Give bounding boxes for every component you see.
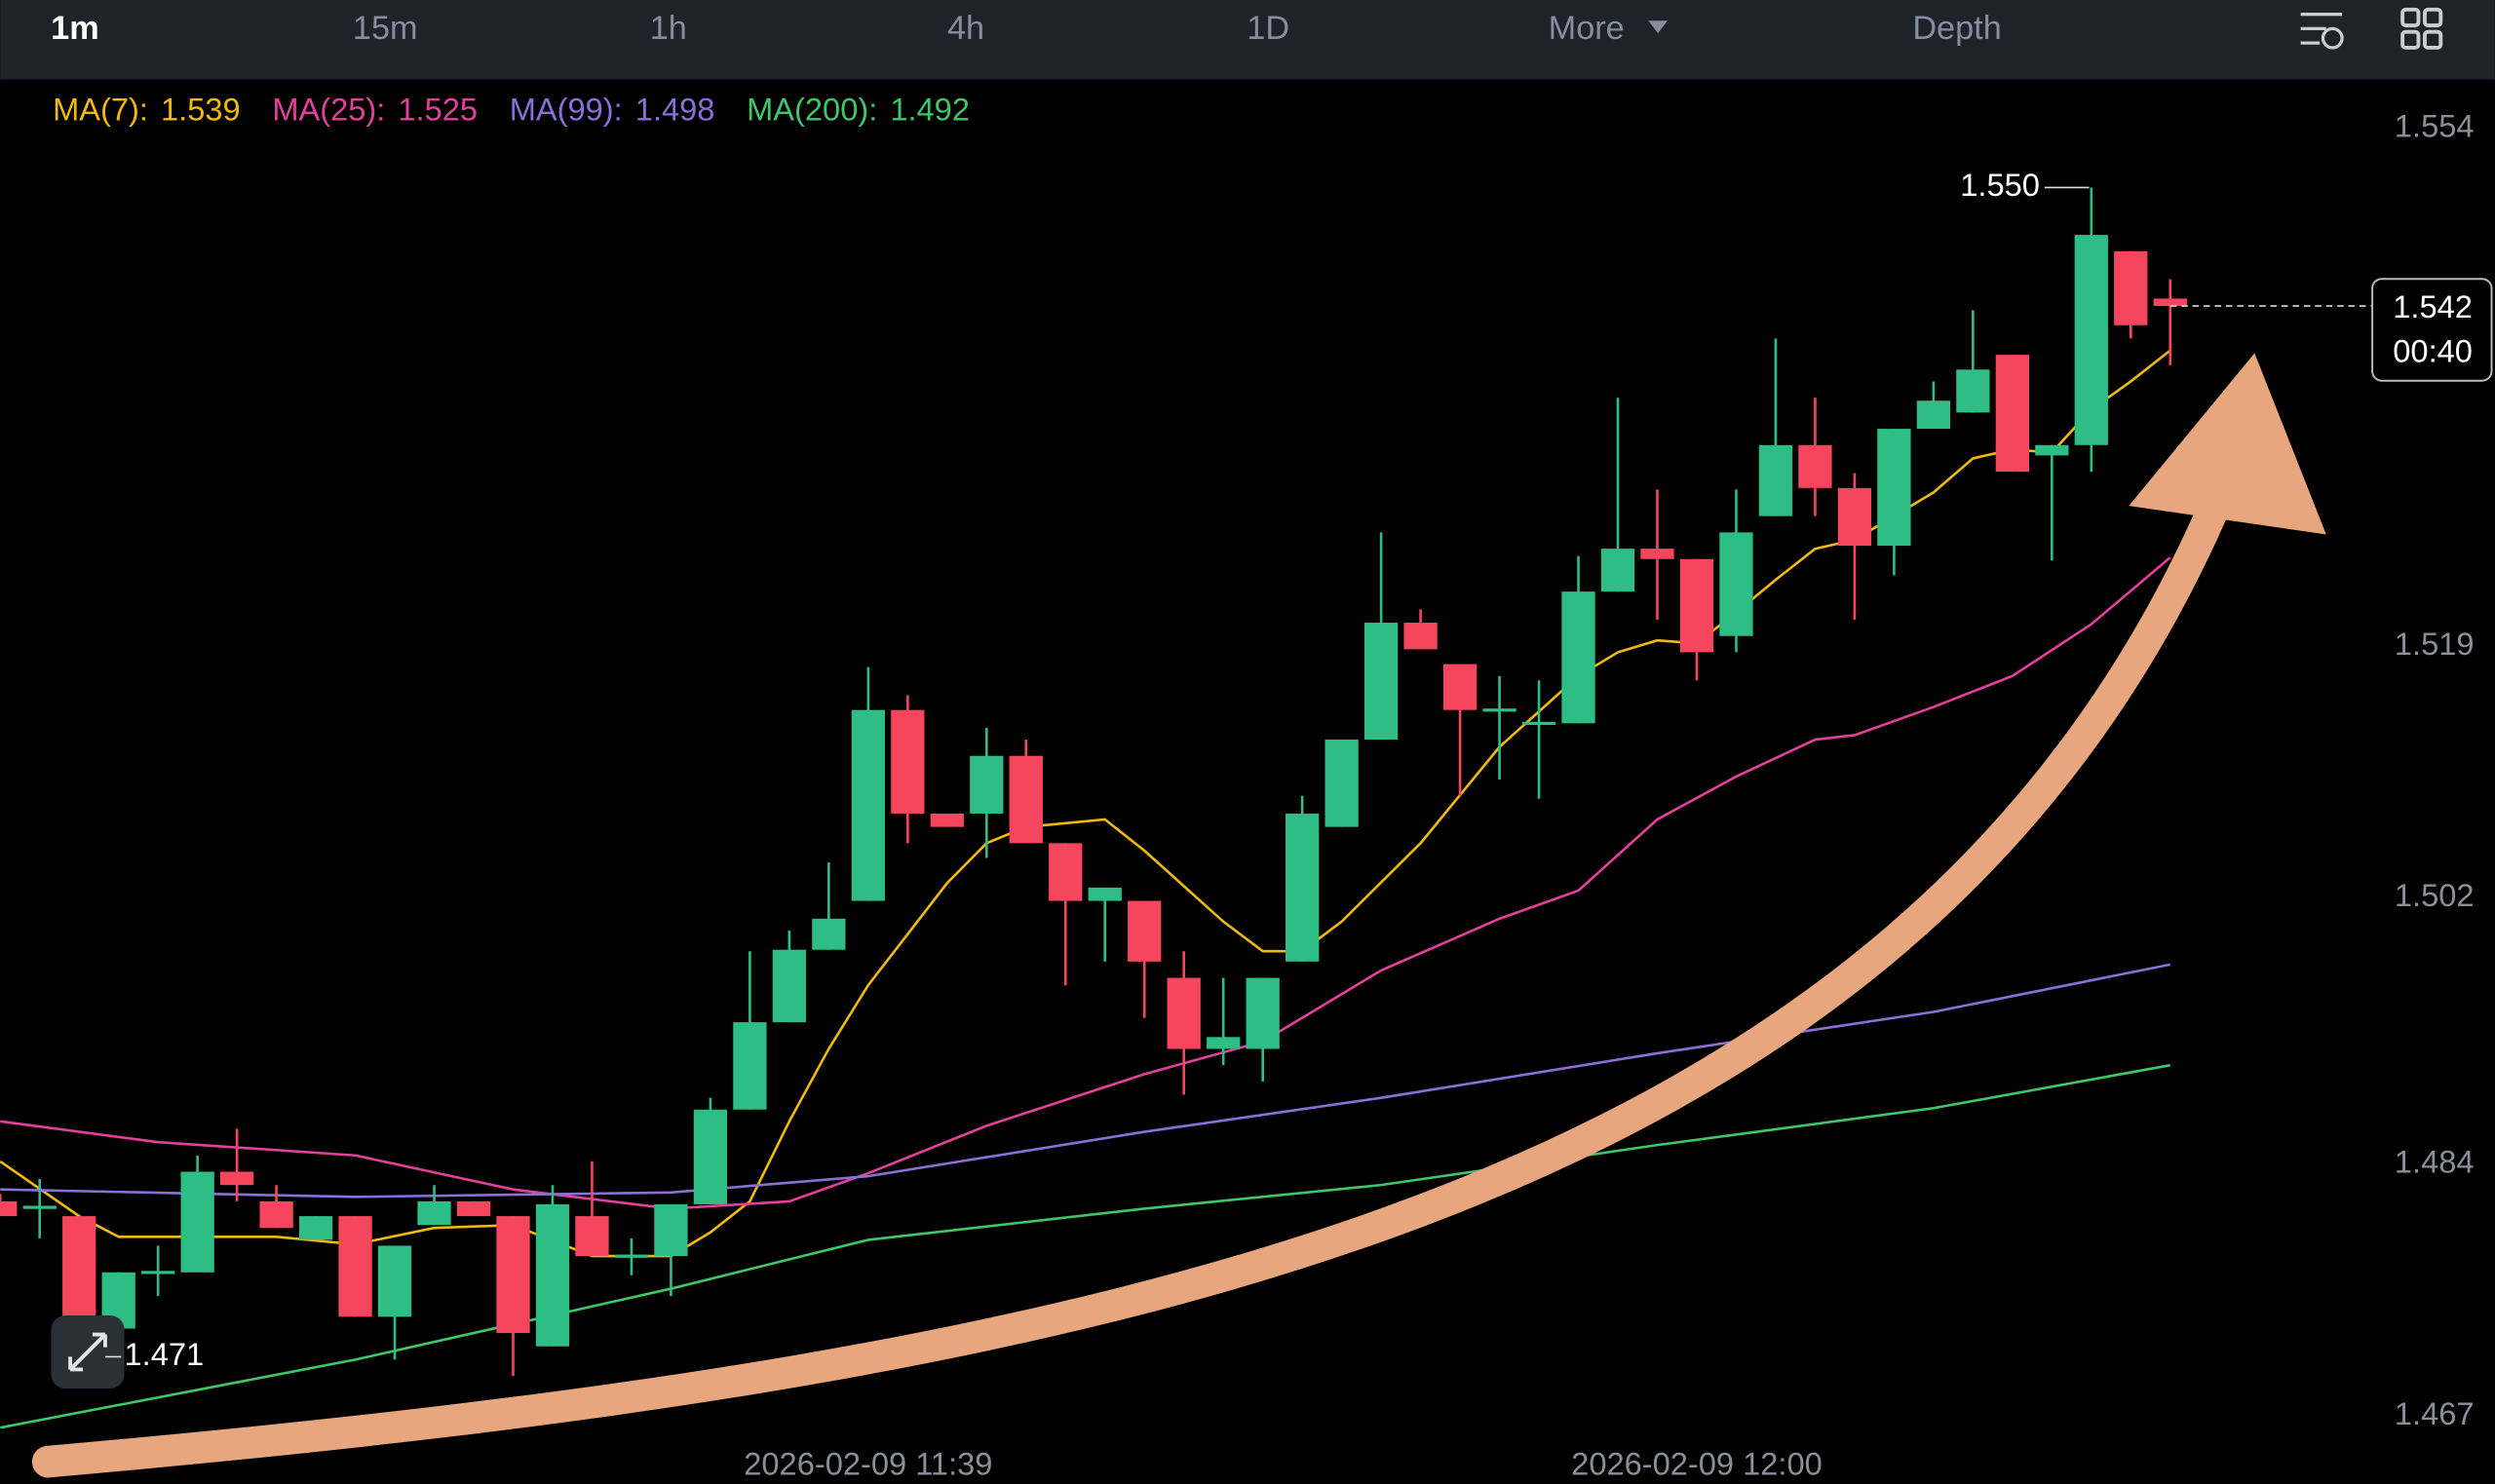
candle-body <box>259 1200 293 1229</box>
candle-body <box>62 1216 96 1317</box>
tab[interactable]: 1m <box>51 10 99 47</box>
tabs: 1m 15m 1h 4h 1D More Depth <box>51 10 2002 47</box>
candle-body <box>1600 549 1635 592</box>
candle-body <box>693 1109 728 1204</box>
y-tick-label: 1.467 <box>2395 1395 2475 1431</box>
top-bar <box>0 0 2495 80</box>
legend-value: 1.539 <box>161 91 241 127</box>
candle-body <box>654 1203 688 1257</box>
candle-body <box>1837 487 1872 547</box>
candle-body <box>575 1216 609 1257</box>
low-label: 1.471 <box>125 1336 205 1372</box>
candle-body <box>1167 977 1201 1049</box>
candle-body <box>2114 250 2148 325</box>
candle-body <box>1521 721 1556 726</box>
legend-value: 1.492 <box>890 91 970 127</box>
candle-body <box>1009 755 1043 844</box>
candle-body <box>970 755 1004 814</box>
y-tick-label: 1.484 <box>2395 1144 2475 1180</box>
candle-body <box>535 1203 570 1347</box>
candle-body <box>338 1216 372 1317</box>
high-label: 1.550 <box>1960 167 2040 203</box>
candle-body <box>1916 400 1951 430</box>
candle-body <box>1640 549 1674 559</box>
candle-body <box>891 709 925 814</box>
x-tick-label: 2026-02-09 11:39 <box>744 1446 992 1482</box>
tab[interactable]: Depth <box>1912 10 2001 47</box>
candle-body <box>1246 977 1280 1049</box>
candle-body <box>219 1171 254 1186</box>
candle-body <box>1561 591 1595 724</box>
candle-body <box>2035 444 2069 456</box>
candle-body <box>1798 444 1832 488</box>
legend-name: MA(7): <box>53 91 148 127</box>
candle-body <box>614 1254 649 1258</box>
y-tick-label: 1.554 <box>2395 107 2475 143</box>
candle-body <box>377 1245 412 1317</box>
more-caret <box>1648 20 1668 34</box>
tab[interactable]: More <box>1549 10 1625 47</box>
candle-body <box>1758 444 1793 516</box>
candle-body <box>1324 740 1359 827</box>
candle-body <box>417 1200 451 1226</box>
candle-body <box>1207 1037 1241 1049</box>
tab[interactable]: 1h <box>650 10 687 47</box>
layout-icon[interactable] <box>2400 7 2443 50</box>
candle-body <box>1403 623 1438 650</box>
legend-name: MA(99): <box>510 91 623 127</box>
legend: MA(7): 1.539 MA(25): 1.525 MA(99): 1.498 MA(20… <box>53 91 970 127</box>
y-tick-label: 1.502 <box>2395 877 2475 913</box>
candle-body <box>1442 664 1478 710</box>
candle-body <box>851 709 885 901</box>
x-tick-label: 2026-02-09 12:00 <box>1571 1446 1823 1482</box>
legend-value: 1.498 <box>635 91 715 127</box>
candle-body <box>456 1200 491 1217</box>
candle-body <box>1088 887 1122 901</box>
candle-body <box>1956 369 1990 413</box>
tab[interactable]: 1D <box>1247 10 1289 47</box>
ma-line <box>0 963 2171 1199</box>
candle-body <box>298 1216 333 1240</box>
trend-arrow-head <box>2129 353 2326 535</box>
candle-body <box>1995 355 2029 473</box>
candle-body <box>812 918 846 950</box>
candle-body <box>496 1216 530 1334</box>
price-box <box>2371 278 2493 382</box>
candle-body <box>141 1271 175 1275</box>
plot-area <box>0 187 2187 1429</box>
settings-icon[interactable] <box>2300 13 2344 50</box>
tab[interactable]: 4h <box>947 10 984 47</box>
price-value: 1.542 <box>2393 288 2473 324</box>
candle-body <box>2074 235 2108 445</box>
candle-body <box>733 1022 767 1110</box>
legend-value: 1.525 <box>398 91 478 127</box>
legend-name: MA(200): <box>747 91 877 127</box>
candle-body <box>930 813 964 827</box>
trend-arrow <box>31 489 2231 1478</box>
candle-body <box>1363 623 1399 741</box>
candle-body <box>22 1205 57 1209</box>
candle-body <box>1877 429 1911 547</box>
candle-body <box>180 1171 214 1273</box>
candle-body <box>1482 708 1516 712</box>
y-tick-label: 1.519 <box>2395 626 2475 662</box>
candle-body <box>1128 900 1162 962</box>
ma-line <box>0 556 2171 1210</box>
countdown: 00:40 <box>2393 333 2473 369</box>
legend-name: MA(25): <box>272 91 385 127</box>
tab[interactable]: 15m <box>353 10 418 47</box>
candle-body <box>1719 532 1753 636</box>
candle-body <box>0 1200 18 1217</box>
candle-body <box>1049 843 1083 901</box>
candle-body <box>772 949 807 1023</box>
ma-line <box>0 1063 2171 1429</box>
candle-body <box>1286 813 1320 962</box>
candle-body <box>1679 558 1714 653</box>
candle-body <box>2153 298 2187 307</box>
expand-button[interactable] <box>51 1314 125 1389</box>
